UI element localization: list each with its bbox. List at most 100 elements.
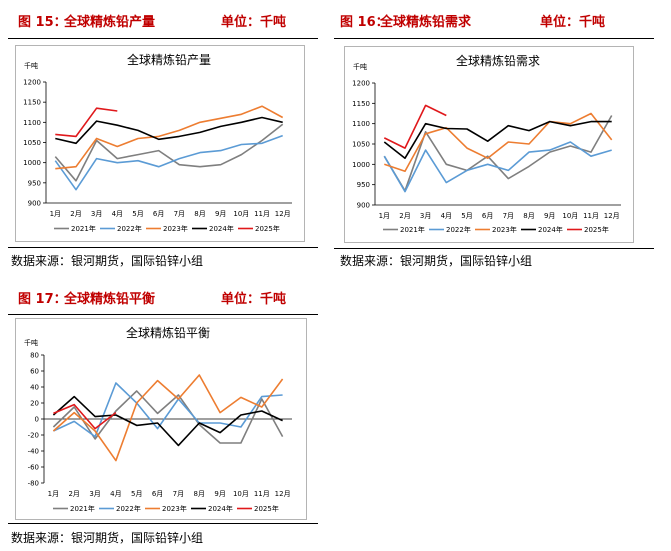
series-line-2022: [53, 382, 283, 438]
x-tick-label: 3月: [91, 210, 102, 218]
series-line-2021: [54, 123, 284, 182]
y-tick-label: 1100: [352, 120, 370, 128]
series-line-2021: [383, 115, 613, 192]
series-line-2023: [52, 374, 284, 462]
source-rule: [8, 247, 318, 248]
y-tick-label: -60: [28, 464, 39, 472]
source-rule: [8, 523, 318, 524]
series-line-2024: [383, 120, 612, 159]
legend-label-2021: 2021年: [400, 225, 425, 234]
legend-label-2021: 2021年: [70, 504, 95, 513]
x-tick-label: 9月: [544, 212, 555, 220]
x-tick-label: 12月: [275, 490, 291, 498]
chart-title: 全球精炼铅平衡: [126, 325, 210, 340]
x-tick-label: 10月: [233, 210, 249, 218]
y-tick-label: 1100: [23, 119, 41, 127]
legend-label-2021: 2021年: [71, 224, 96, 233]
x-tick-label: 5月: [132, 210, 143, 218]
y-axis-unit: 千吨: [353, 62, 367, 71]
x-tick-label: 7月: [503, 212, 514, 220]
figure-label: 图 17：: [18, 292, 67, 307]
x-tick-label: 11月: [583, 212, 599, 220]
series-line-2024: [55, 116, 283, 145]
x-tick-label: 9月: [214, 490, 225, 498]
x-tick-label: 7月: [173, 490, 184, 498]
y-tick-label: 950: [357, 181, 370, 189]
figure-15-heading: 图 15： 全球精炼铅产量 单位：千吨: [18, 11, 318, 30]
series-line-2023: [384, 112, 613, 172]
series-line-2022: [383, 141, 612, 193]
figure-title: 全球精炼铅平衡: [64, 292, 156, 307]
x-tick-label: 11月: [254, 210, 270, 218]
chart-demand: 全球精炼铅需求 千吨 900 950 1000 1050 1100 1150 1200 1月 2月 3…: [344, 46, 634, 243]
figure-label: 图 16：: [340, 15, 389, 30]
legend-label-2024: 2024年: [538, 225, 563, 234]
legend-label-2022: 2022年: [117, 224, 142, 233]
chart-production: 全球精炼铅产量 千吨 900 950 1000 1050 1100 1150 1200 1月 2月 3…: [15, 45, 305, 242]
y-tick-label: 0: [35, 416, 39, 424]
y-tick-label: 1000: [23, 159, 41, 167]
x-tick-label: 4月: [110, 490, 121, 498]
heading-rule: [334, 38, 654, 39]
x-tick-label: 3月: [420, 212, 431, 220]
y-tick-label: -40: [28, 448, 39, 456]
y-tick-label: 1150: [23, 99, 41, 107]
legend-label-2024: 2024年: [209, 224, 234, 233]
data-source: 数据来源：银河期货，国际铅锌小组: [11, 254, 204, 268]
y-tick-label: 60: [30, 368, 39, 376]
legend-label-2024: 2024年: [208, 504, 233, 513]
y-axis-unit: 千吨: [24, 61, 38, 70]
y-tick-label: 900: [28, 200, 41, 208]
y-tick-label: 80: [30, 352, 39, 360]
heading-rule: [8, 38, 318, 39]
y-tick-label: -20: [28, 432, 39, 440]
x-tick-label: 2月: [68, 490, 79, 498]
heading-rule: [8, 314, 318, 315]
x-tick-label: 5月: [131, 490, 142, 498]
legend-label-2025: 2025年: [255, 224, 280, 233]
data-source: 数据来源：银河期货，国际铅锌小组: [11, 531, 204, 545]
legend-label-2023: 2023年: [162, 504, 187, 513]
x-tick-label: 8月: [523, 212, 534, 220]
unit-label: 单位：千吨: [540, 15, 606, 30]
y-tick-label: 1200: [352, 80, 370, 88]
y-tick-label: 950: [28, 179, 41, 187]
y-tick-label: 900: [357, 202, 370, 210]
x-tick-label: 6月: [482, 212, 493, 220]
x-tick-label: 9月: [215, 210, 226, 218]
y-tick-label: 1200: [23, 79, 41, 87]
x-tick-label: 2月: [399, 212, 410, 220]
x-tick-label: 2月: [70, 210, 81, 218]
series-line-2025: [53, 403, 117, 430]
legend-label-2025: 2025年: [584, 225, 609, 234]
x-tick-label: 10月: [562, 212, 578, 220]
figure-16-heading: 图 16： 全球精炼铅需求 单位：千吨: [340, 11, 640, 30]
y-tick-label: 1150: [352, 100, 370, 108]
x-tick-label: 11月: [254, 490, 270, 498]
chart-balance: 全球精炼铅平衡 千吨 -80 -60 -40 -20 0 20 40 60 80 1月 2月 3月 4月 5月…: [15, 318, 307, 520]
x-tick-label: 12月: [604, 212, 620, 220]
x-tick-label: 10月: [233, 490, 249, 498]
y-tick-label: 40: [30, 384, 39, 392]
legend-label-2022: 2022年: [116, 504, 141, 513]
y-tick-label: -80: [28, 480, 39, 488]
x-tick-label: 1月: [379, 212, 390, 220]
x-tick-label: 6月: [152, 490, 163, 498]
legend-label-2022: 2022年: [446, 225, 471, 234]
x-tick-label: 1月: [50, 210, 61, 218]
x-tick-label: 8月: [194, 210, 205, 218]
figure-17-heading: 图 17： 全球精炼铅平衡 单位：千吨: [18, 288, 318, 307]
legend-label-2023: 2023年: [492, 225, 517, 234]
legend-label-2025: 2025年: [254, 504, 279, 513]
x-tick-label: 4月: [441, 212, 452, 220]
x-tick-label: 3月: [89, 490, 100, 498]
x-tick-label: 5月: [461, 212, 472, 220]
x-tick-label: 1月: [48, 490, 59, 498]
figure-title: 全球精炼铅需求: [380, 15, 472, 30]
x-tick-label: 8月: [194, 490, 205, 498]
unit-label: 单位：千吨: [221, 292, 287, 307]
x-tick-label: 7月: [174, 210, 185, 218]
source-rule: [334, 248, 654, 249]
